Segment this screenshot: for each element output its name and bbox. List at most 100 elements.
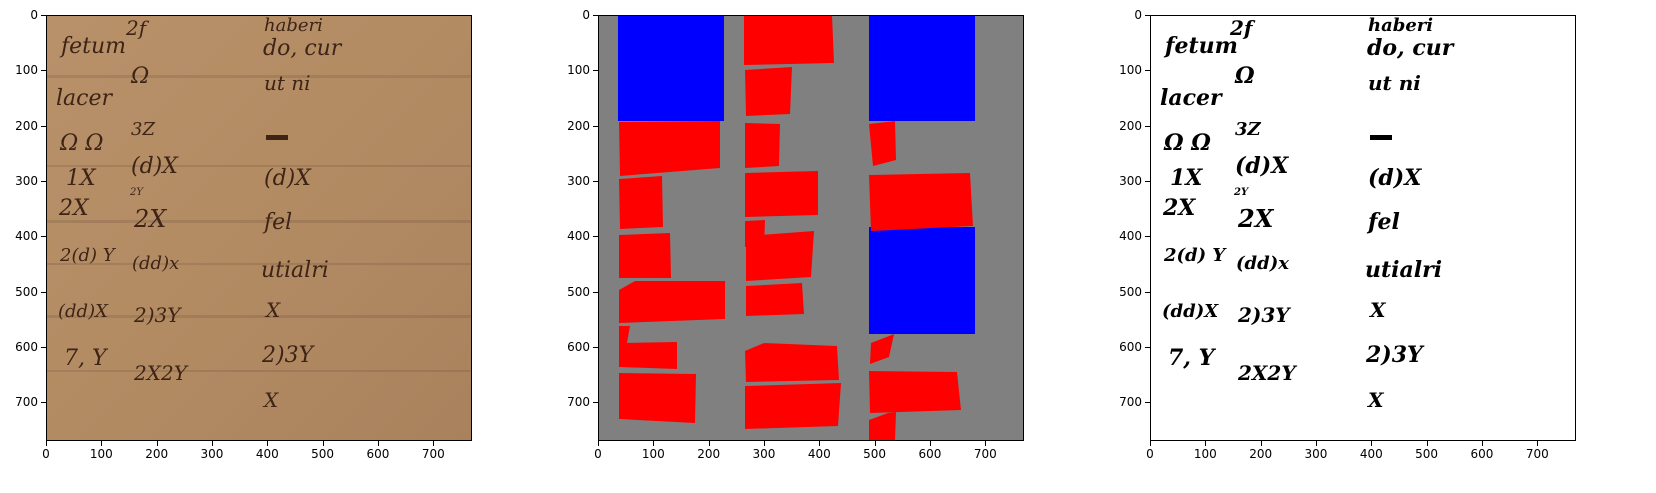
y-tick-label: 200 — [567, 118, 590, 133]
binarized-glyph-column2: 2Y — [1233, 187, 1249, 198]
binarized-glyph-column3: 2)3Y — [1365, 342, 1425, 368]
text-region — [619, 281, 725, 323]
y-tick — [1145, 346, 1150, 348]
y-tick-label: 500 — [1119, 284, 1142, 299]
binarized-glyph-column3: utialri — [1365, 257, 1442, 283]
binarized-glyph-column3: (d)X — [1368, 165, 1422, 191]
y-tick-label: 400 — [15, 229, 38, 244]
y-tick-label: 400 — [567, 229, 590, 244]
x-tick — [101, 441, 103, 446]
text-region — [619, 342, 677, 369]
y-tick — [1145, 125, 1150, 127]
text-region — [745, 67, 792, 116]
text-region — [869, 173, 973, 231]
y-tick — [41, 180, 46, 182]
manuscript-image: fetum lacer Ω Ω 1X 2X 2(d) Y (dd)X 7, Y 2f Ω 3Z (d)… — [46, 15, 472, 441]
strike-mark — [1370, 135, 1392, 140]
manuscript-glyph-column3: fel — [262, 210, 292, 235]
manuscript-glyph-column2: 2X — [133, 205, 167, 233]
binarized-glyph-column1: 2X — [1162, 195, 1196, 221]
text-region — [619, 176, 663, 229]
binarized-glyph-column3: ut ni — [1368, 71, 1421, 95]
x-tick — [598, 441, 599, 446]
x-tick — [377, 441, 379, 446]
binarized-glyph-column2: 2X — [1237, 204, 1275, 233]
y-tick — [593, 70, 598, 72]
image-region — [618, 15, 724, 121]
x-tick-label: 500 — [1415, 447, 1439, 461]
y-tick-label: 700 — [15, 395, 38, 410]
y-tick — [41, 15, 46, 16]
y-tick — [593, 236, 598, 238]
y-tick-label: 700 — [567, 395, 590, 410]
text-region — [869, 121, 896, 166]
manuscript-glyph-column2: 3Z — [131, 119, 155, 140]
x-tick — [267, 441, 269, 446]
text-region — [869, 412, 896, 441]
manuscript-glyph-column2: 2f — [125, 16, 150, 40]
y-tick-label: 0 — [30, 8, 38, 22]
text-region — [744, 15, 834, 65]
y-tick-label: 100 — [1119, 63, 1142, 78]
binarized-glyph-column2: (dd)x — [1236, 253, 1289, 274]
original-plot: fetum lacer Ω Ω 1X 2X 2(d) Y (dd)X 7, Y 2f Ω 3Z (d)… — [15, 8, 472, 461]
x-tick — [1481, 441, 1483, 446]
x-tick — [708, 441, 710, 446]
text-region — [745, 123, 780, 168]
y-tick-label: 600 — [1119, 339, 1142, 354]
manuscript-glyph-column1: fetum — [59, 34, 126, 59]
y-tick-label: 0 — [1134, 8, 1142, 22]
x-tick — [653, 441, 655, 446]
text-region — [745, 171, 818, 217]
manuscript-glyph-column3: 2)3Y — [261, 343, 316, 368]
x-tick-label: 100 — [641, 447, 665, 461]
text-region — [870, 334, 894, 364]
y-tick — [593, 402, 598, 404]
x-tick — [1426, 441, 1428, 446]
x-tick-label: 200 — [697, 447, 721, 461]
x-tick — [929, 441, 931, 446]
y-tick — [41, 402, 46, 404]
manuscript-glyph-column3: do, cur — [263, 36, 343, 61]
x-tick — [1150, 441, 1151, 446]
x-tick-label: 200 — [1249, 447, 1273, 461]
y-tick-label: 600 — [567, 339, 590, 354]
binarized-glyph-column3: do, cur — [1367, 35, 1455, 61]
x-tick-label: 500 — [311, 447, 335, 461]
y-tick-label: 500 — [567, 284, 590, 299]
text-region — [745, 383, 841, 429]
y-tick — [41, 346, 46, 348]
x-tick — [211, 441, 213, 446]
y-tick — [41, 70, 46, 72]
manuscript-glyph-column2: Ω — [130, 64, 149, 89]
text-region — [619, 121, 720, 176]
panel-binarized: fetum lacer Ω Ω 1X 2X 2(d) Y (dd)X 7, Y 2f Ω 3Z (d)… — [1104, 0, 1584, 493]
binarized-glyph-column1: fetum — [1163, 33, 1238, 59]
binarized-glyph-column3: X — [1368, 298, 1387, 322]
binarized-glyph-column1: (dd)X — [1162, 301, 1219, 322]
x-tick — [1537, 441, 1539, 446]
x-tick — [322, 441, 324, 446]
manuscript-glyph-column2: 2)3Y — [133, 303, 182, 327]
y-tick — [41, 125, 46, 127]
binarized-glyph-column2: 2)3Y — [1237, 303, 1291, 327]
x-tick — [1205, 441, 1207, 446]
manuscript-glyph-column1: 2(d) Y — [59, 245, 117, 266]
text-region — [619, 326, 630, 343]
manuscript-glyph-column3: haberi — [264, 15, 323, 36]
binarized-glyph-column3: haberi — [1368, 15, 1433, 36]
x-tick-label: 100 — [89, 447, 113, 461]
binarized-plot: fetum lacer Ω Ω 1X 2X 2(d) Y (dd)X 7, Y 2f Ω 3Z (d)… — [1119, 8, 1576, 461]
y-tick — [593, 15, 598, 16]
x-tick-label: 0 — [42, 447, 50, 461]
x-tick-label: 200 — [145, 447, 169, 461]
text-region — [869, 371, 961, 413]
segmentation-map — [598, 15, 1024, 441]
manuscript-glyph-column1: 2X — [58, 196, 90, 221]
x-tick-label: 600 — [918, 447, 942, 461]
x-tick-label: 300 — [200, 447, 224, 461]
y-tick — [1145, 291, 1150, 293]
binarized-glyph-column1: 7, Y — [1168, 345, 1217, 371]
x-tick — [1371, 441, 1373, 446]
binarized-glyph-column2: 2X2Y — [1237, 361, 1297, 385]
